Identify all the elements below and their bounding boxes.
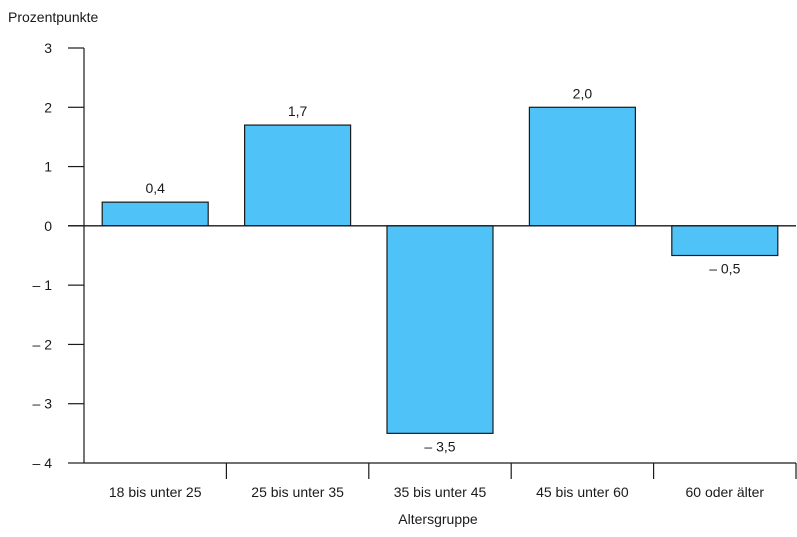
bar-value-label: – 3,5 <box>424 438 455 454</box>
y-tick-label: 1 <box>44 159 52 175</box>
x-tick-label: 35 bis unter 45 <box>394 484 487 500</box>
bar <box>244 124 352 227</box>
bar <box>101 201 209 227</box>
y-tick-label: – 1 <box>33 277 53 293</box>
y-tick-label: – 3 <box>33 396 53 412</box>
y-tick-label: – 2 <box>33 336 53 352</box>
y-tick-label: 0 <box>44 218 52 234</box>
bar-value-label: 2,0 <box>573 85 593 101</box>
x-tick-label: 25 bis unter 35 <box>251 484 344 500</box>
plot-area: 3 2 1 0 – 1 – 2 – 3 – 4 0,4 18 bis unter 25 1,7 25 … <box>33 40 797 500</box>
bar-value-label: 0,4 <box>145 180 165 196</box>
bar <box>671 225 779 257</box>
y-axis-label: Prozentpunkte <box>8 9 98 25</box>
x-tick-label: 60 oder älter <box>685 484 764 500</box>
x-tick-label: 45 bis unter 60 <box>536 484 629 500</box>
bar-value-label: – 0,5 <box>709 261 740 277</box>
y-tick-label: 2 <box>44 99 52 115</box>
x-axis-label: Altersgruppe <box>398 511 478 527</box>
bar <box>528 106 637 227</box>
bar-value-label: 1,7 <box>288 103 308 119</box>
y-tick-label: – 4 <box>33 455 53 471</box>
x-tick-label: 18 bis unter 25 <box>109 484 202 500</box>
bar <box>386 225 494 434</box>
y-tick-label: 3 <box>44 40 52 56</box>
